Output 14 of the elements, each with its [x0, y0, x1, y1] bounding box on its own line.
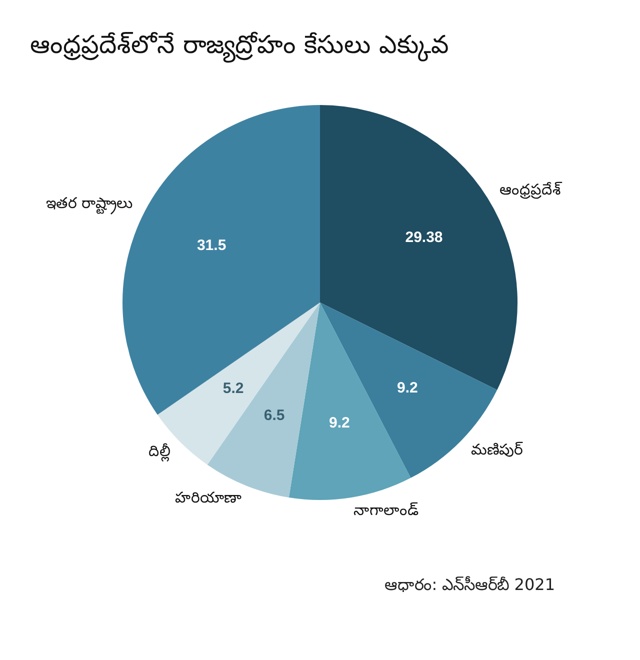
slice-label: దిల్లీ [148, 442, 170, 462]
chart-title: ఆంధ్రప్రదేశ్‌లోనే రాజ్యద్రోహం కేసులు ఎక్కువ [30, 30, 449, 65]
data-label: 6.5 [264, 407, 285, 424]
slice-label: నాగాలాండ్ [354, 501, 419, 520]
data-label: 31.5 [196, 236, 226, 254]
text: ఆధారం: ఎన్‌సీఆర్‌బీ 2021 [384, 575, 555, 596]
data-label: 29.38 [405, 228, 443, 246]
slice-label: హరియాణా [175, 488, 242, 507]
data-label: 5.2 [222, 380, 244, 398]
data-label: 9.2 [329, 414, 350, 432]
data-label: 9.2 [396, 379, 418, 396]
slice-label: ఆంధ్రప్రదేశ్ [500, 180, 563, 200]
slice-label: మణిపుర్ [470, 440, 523, 459]
slice-label: ఇతర రాష్ట్రాలు [46, 194, 133, 216]
